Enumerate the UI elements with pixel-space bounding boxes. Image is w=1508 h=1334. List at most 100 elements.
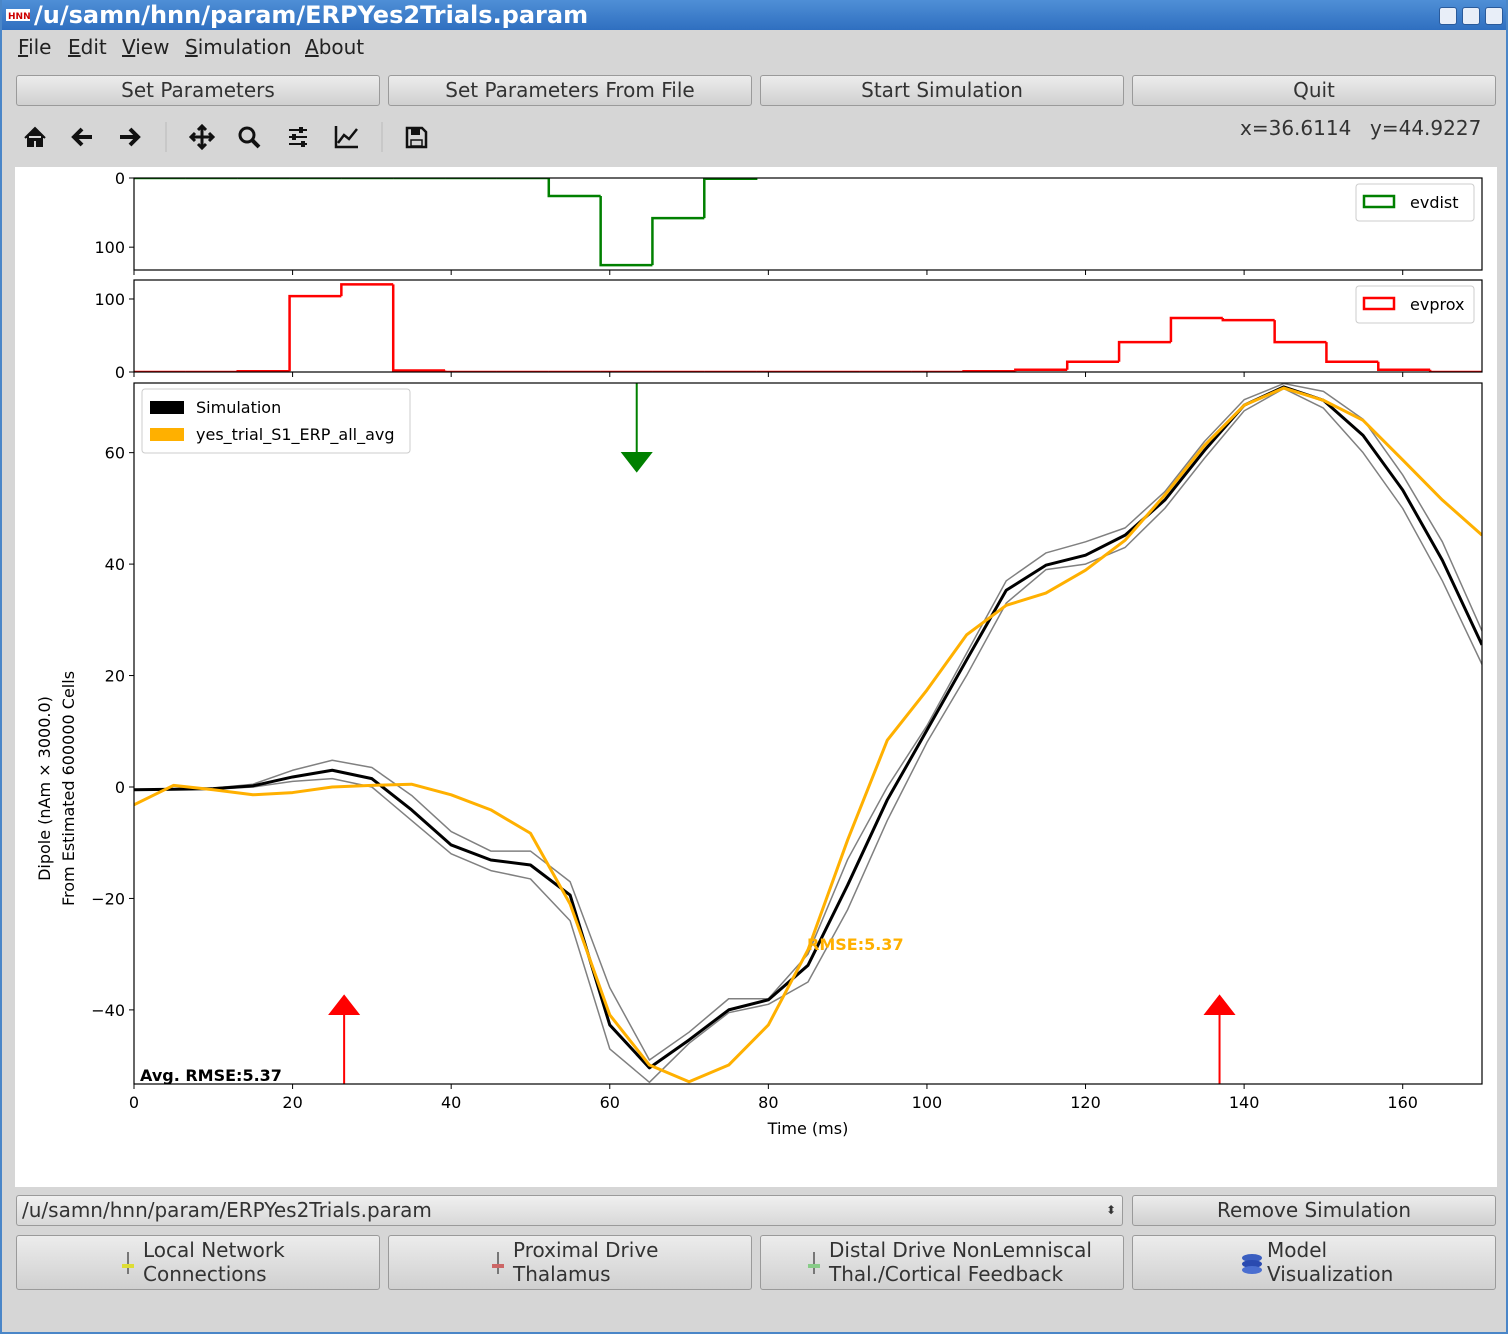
histogram-bin <box>443 370 497 372</box>
y-tick-label: 0 <box>115 778 125 797</box>
button[interactable]: Model Visualization <box>1132 1235 1496 1290</box>
x-tick-label: 0 <box>129 1093 139 1112</box>
legend-label: Simulation <box>196 398 281 417</box>
title-bar: HNN /u/samn/hnn/param/ERPYes2Trials.para… <box>2 0 1506 30</box>
axes-frame <box>133 382 1483 1085</box>
y-axis-label: From Estimated 600000 Cells <box>59 671 78 906</box>
maximize-button[interactable] <box>1462 7 1480 25</box>
drive-arrow <box>620 383 653 473</box>
histogram-bin <box>1273 320 1327 344</box>
button[interactable]: Set Parameters From File <box>388 75 752 106</box>
button[interactable]: Proximal Drive Thalamus <box>388 1235 752 1290</box>
histogram-bin <box>340 283 394 297</box>
button[interactable]: Remove Simulation <box>1132 1195 1496 1226</box>
x-tick-label: 60 <box>600 1093 620 1112</box>
button-icon <box>122 1252 134 1274</box>
menu-item[interactable]: About <box>305 35 365 59</box>
button-label: Local Network <box>143 1238 285 1262</box>
histogram-bin <box>1221 317 1275 322</box>
back-icon[interactable] <box>71 127 92 147</box>
axes-icon[interactable] <box>334 126 358 149</box>
menu-item[interactable]: File <box>18 35 52 59</box>
button[interactable]: Distal Drive NonLemniscal Thal./Cortical… <box>760 1235 1124 1290</box>
legend-swatch <box>150 428 184 441</box>
legend-box <box>1355 285 1475 324</box>
button-label: Visualization <box>1267 1262 1394 1286</box>
pan-icon[interactable] <box>188 123 216 151</box>
simulation-select[interactable]: /u/samn/hnn/param/ERPYes2Trials.param ⬍ <box>16 1195 1123 1226</box>
close-button[interactable] <box>1485 7 1503 25</box>
save-icon[interactable] <box>405 126 428 149</box>
button-icon <box>1242 1254 1262 1274</box>
forward-icon[interactable] <box>120 127 141 147</box>
x-tick-label: 40 <box>441 1093 461 1112</box>
toolbar <box>24 122 428 152</box>
button[interactable]: Local Network Connections <box>16 1235 380 1290</box>
y-tick-label: 0 <box>115 169 125 188</box>
rmse-label: RMSE:5.37 <box>807 935 904 954</box>
x-tick-label: 160 <box>1387 1093 1418 1112</box>
axes-frame <box>133 177 1483 271</box>
legend-label: evdist <box>1410 193 1459 212</box>
legend-swatch <box>1362 194 1396 209</box>
legend-swatch <box>150 401 184 414</box>
legend-label: evprox <box>1410 295 1464 314</box>
histogram-bin <box>599 195 653 267</box>
menu-item[interactable]: Simulation <box>185 35 292 59</box>
y-tick-label: −40 <box>91 1001 125 1020</box>
drive-arrow <box>328 994 361 1084</box>
histogram-bin <box>1428 369 1482 372</box>
series-line <box>134 385 1482 1070</box>
button-label: Proximal Drive <box>513 1238 659 1262</box>
histogram-bin <box>1065 360 1120 370</box>
button[interactable]: Set Parameters <box>16 75 380 106</box>
menu-item[interactable]: Edit <box>68 35 107 59</box>
button-icon <box>808 1252 820 1274</box>
y-tick-label: 20 <box>105 667 125 686</box>
trial-line <box>134 383 1482 1061</box>
x-tick-label: 120 <box>1070 1093 1101 1112</box>
y-axis-label: Dipole (nAm × 3000.0) <box>35 696 54 881</box>
x-axis-label: Time (ms) <box>767 1119 849 1138</box>
axes-frame <box>133 279 1483 373</box>
histogram-bin <box>1377 361 1431 372</box>
figure: 0 100 evdist 0 100 evprox −40 −20 0 20 40 60 0 20 40 60… <box>15 167 1497 1187</box>
histogram-bin <box>703 178 758 219</box>
legend-box <box>1355 183 1475 222</box>
x-tick-label: 20 <box>282 1093 302 1112</box>
home-icon[interactable] <box>24 126 46 147</box>
histogram-bin <box>391 284 446 372</box>
button[interactable]: Quit <box>1132 75 1496 106</box>
avg-rmse-label: Avg. RMSE:5.37 <box>140 1066 282 1085</box>
trial-line <box>134 387 1482 1084</box>
minimize-button[interactable] <box>1439 7 1457 25</box>
zoom-icon[interactable] <box>238 126 261 149</box>
menu-item[interactable]: View <box>122 35 170 59</box>
button-icon <box>492 1252 504 1274</box>
x-tick-label: 140 <box>1229 1093 1260 1112</box>
y-tick-label: −20 <box>91 889 125 908</box>
y-tick-label: 100 <box>94 290 125 309</box>
button-label: Thalamus <box>513 1262 611 1286</box>
window-title: /u/samn/hnn/param/ERPYes2Trials.param <box>34 1 589 29</box>
svg-text:HNN: HNN <box>8 12 30 21</box>
drive-arrow <box>1203 994 1236 1084</box>
histogram-bin <box>1169 316 1223 343</box>
app-icon: HNN <box>6 9 30 21</box>
plot-area <box>134 283 1482 372</box>
legend-box <box>141 388 411 454</box>
histogram-bin <box>547 178 601 198</box>
cursor-x: x=36.6114 <box>1240 116 1352 140</box>
cursor-y: y=44.9227 <box>1370 116 1482 140</box>
y-tick-label: 60 <box>105 444 125 463</box>
histogram-bin <box>1117 340 1171 362</box>
x-tick-label: 100 <box>912 1093 943 1112</box>
histogram-bin <box>651 216 705 266</box>
configure-icon[interactable] <box>289 127 307 147</box>
chart: 0 100 evdist 0 100 evprox −40 −20 0 20 40 60 0 20 40 60… <box>35 169 1483 1138</box>
button[interactable]: Start Simulation <box>760 75 1124 106</box>
plot-area <box>134 178 758 267</box>
y-tick-label: 40 <box>105 555 125 574</box>
series-line <box>134 386 1482 1084</box>
